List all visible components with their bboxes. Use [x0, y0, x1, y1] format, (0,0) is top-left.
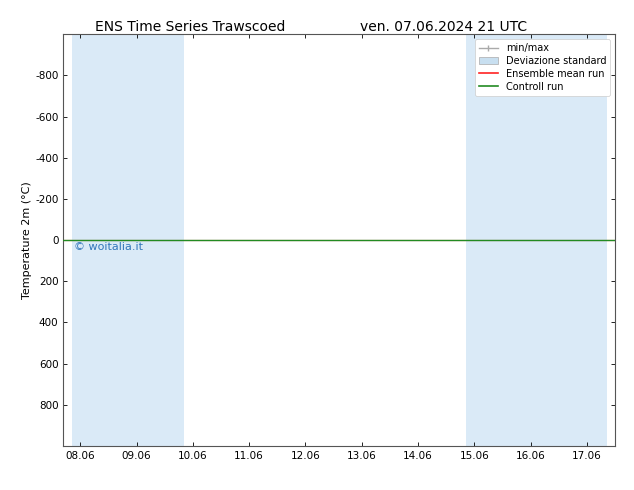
Bar	[72, 34, 128, 446]
Y-axis label: Temperature 2m (°C): Temperature 2m (°C)	[22, 181, 32, 299]
Bar	[466, 34, 522, 446]
Text: © woitalia.it: © woitalia.it	[74, 242, 143, 252]
Text: ven. 07.06.2024 21 UTC: ven. 07.06.2024 21 UTC	[360, 20, 527, 34]
Text: ENS Time Series Trawscoed: ENS Time Series Trawscoed	[95, 20, 285, 34]
Bar	[578, 34, 607, 446]
Bar	[522, 34, 578, 446]
Bar	[128, 34, 184, 446]
Legend: min/max, Deviazione standard, Ensemble mean run, Controll run: min/max, Deviazione standard, Ensemble m…	[475, 39, 610, 96]
